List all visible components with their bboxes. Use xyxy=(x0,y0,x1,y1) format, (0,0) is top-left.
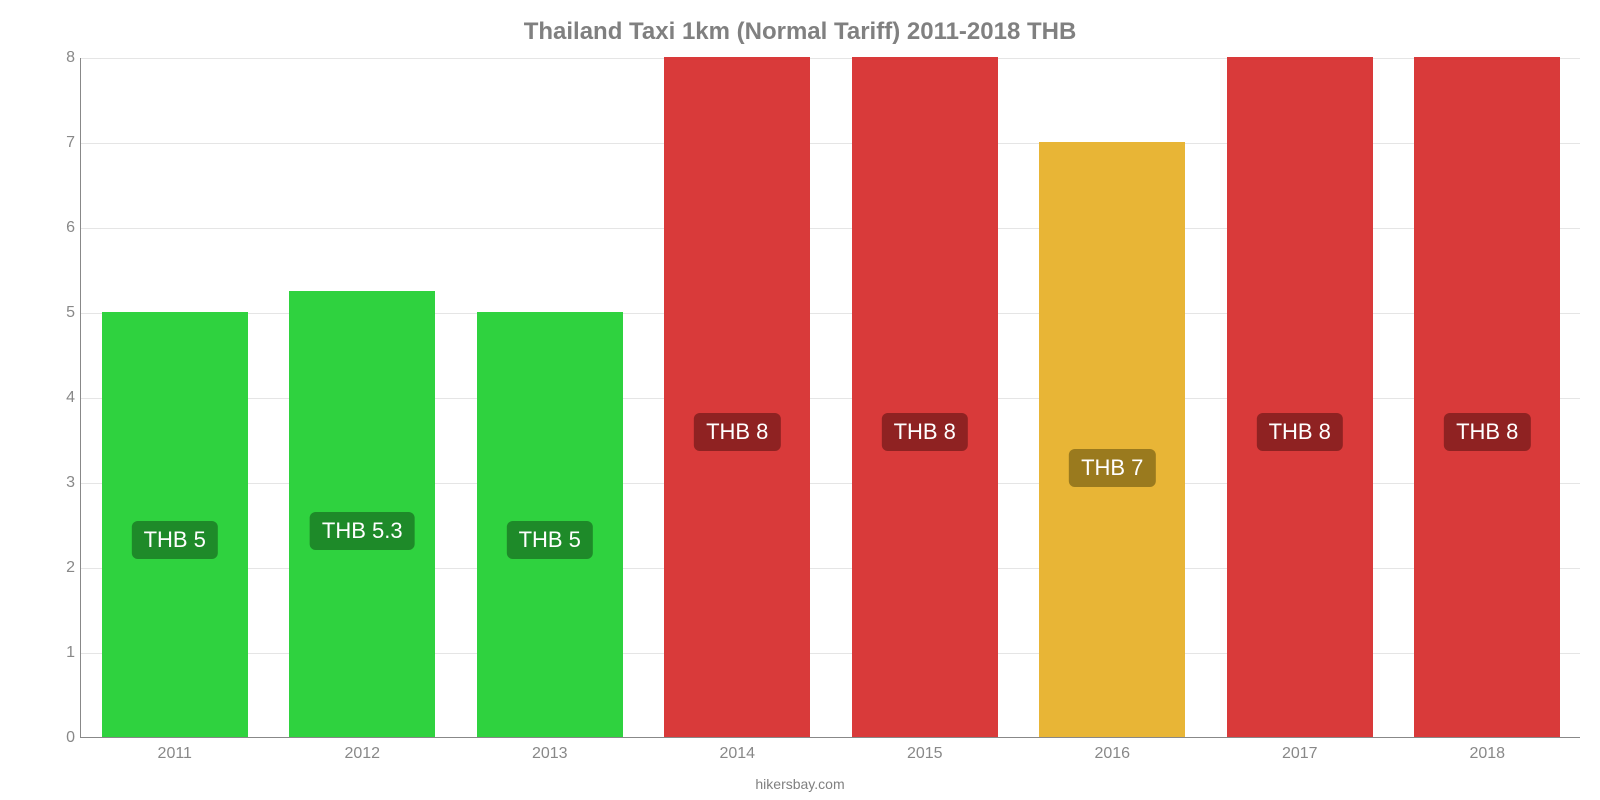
bar-value-label: THB 8 xyxy=(1257,413,1343,451)
bar: THB 5.3 xyxy=(289,291,435,737)
bar: THB 7 xyxy=(1039,142,1185,737)
bar: THB 5 xyxy=(102,312,248,737)
ytick-label: 0 xyxy=(53,729,75,747)
xtick-label: 2018 xyxy=(1469,745,1505,763)
bar-value-label: THB 7 xyxy=(1069,449,1155,487)
bar: THB 8 xyxy=(1414,57,1560,737)
bar: THB 5 xyxy=(477,312,623,737)
ytick-label: 7 xyxy=(53,134,75,152)
xtick-label: 2013 xyxy=(532,745,568,763)
ytick-label: 5 xyxy=(53,304,75,322)
bar: THB 8 xyxy=(852,57,998,737)
ytick-label: 8 xyxy=(53,49,75,67)
xtick-label: 2016 xyxy=(1094,745,1130,763)
bar-value-label: THB 5 xyxy=(507,521,593,559)
xtick-label: 2017 xyxy=(1282,745,1318,763)
ytick-label: 1 xyxy=(53,644,75,662)
ytick-label: 3 xyxy=(53,474,75,492)
bar-value-label: THB 5.3 xyxy=(310,512,415,550)
plot-region: 012345678THB 52011THB 5.32012THB 52013TH… xyxy=(80,58,1580,738)
bar-value-label: THB 8 xyxy=(1444,413,1530,451)
chart-title: Thailand Taxi 1km (Normal Tariff) 2011-2… xyxy=(0,0,1600,46)
attribution-text: hikersbay.com xyxy=(0,776,1600,792)
chart-area: 012345678THB 52011THB 5.32012THB 52013TH… xyxy=(50,58,1580,738)
xtick-label: 2015 xyxy=(907,745,943,763)
ytick-label: 4 xyxy=(53,389,75,407)
bar-value-label: THB 8 xyxy=(694,413,780,451)
bar: THB 8 xyxy=(1227,57,1373,737)
xtick-label: 2011 xyxy=(158,745,192,763)
xtick-label: 2014 xyxy=(719,745,755,763)
bar-value-label: THB 8 xyxy=(882,413,968,451)
ytick-label: 2 xyxy=(53,559,75,577)
bar-value-label: THB 5 xyxy=(132,521,218,559)
ytick-label: 6 xyxy=(53,219,75,237)
xtick-label: 2012 xyxy=(344,745,380,763)
bar: THB 8 xyxy=(664,57,810,737)
